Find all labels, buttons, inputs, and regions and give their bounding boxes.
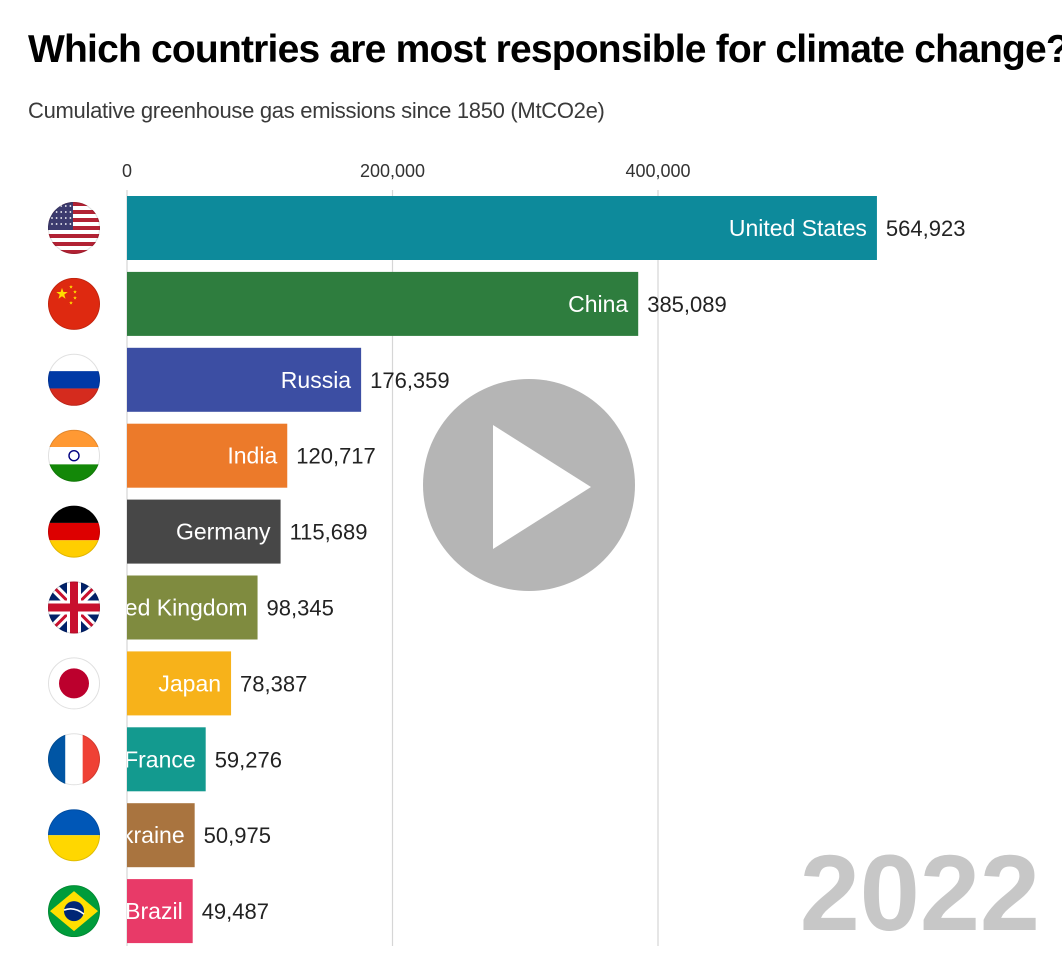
bar-value-label: 115,689 bbox=[290, 520, 368, 545]
bar-category-label: kraine bbox=[122, 822, 185, 848]
brazil-flag bbox=[48, 885, 100, 938]
bar-value-label: 120,717 bbox=[296, 444, 376, 469]
year-label: 2022 bbox=[800, 832, 1040, 953]
bar bbox=[127, 727, 206, 792]
bar bbox=[127, 879, 193, 944]
bar-value-label: 50,975 bbox=[204, 823, 271, 848]
bar-value-label: 564,923 bbox=[886, 216, 966, 241]
india-flag bbox=[48, 429, 100, 482]
bar-category-label: China bbox=[568, 291, 628, 317]
bar-group: China 385,089 bbox=[127, 271, 727, 336]
bar-value-label: 78,387 bbox=[240, 671, 307, 696]
bar-category-label: ted Kingdom bbox=[118, 595, 247, 621]
bar bbox=[127, 575, 258, 640]
bar-value-label: 98,345 bbox=[267, 596, 334, 621]
bar bbox=[127, 803, 195, 868]
bar-group: Japan 78,387 bbox=[127, 651, 307, 716]
bar-group: India 120,717 bbox=[127, 423, 376, 488]
bar-group: Brazil 49,487 bbox=[125, 879, 269, 944]
bar-group: France 59,276 bbox=[124, 727, 282, 792]
axis-tick-labels: 0 200,000 400,000 bbox=[122, 161, 691, 181]
flags bbox=[48, 202, 100, 938]
x-tick-label: 200,000 bbox=[360, 161, 425, 181]
bar-category-label: India bbox=[227, 443, 277, 469]
bar-category-label: Russia bbox=[281, 367, 352, 393]
bar-value-label: 385,089 bbox=[647, 292, 727, 317]
france-flag bbox=[48, 733, 100, 786]
bar bbox=[127, 271, 639, 336]
play-icon bbox=[493, 425, 591, 549]
bar-category-label: United States bbox=[729, 215, 867, 241]
bar-group: ted Kingdom 98,345 bbox=[118, 575, 334, 640]
chart-title: Which countries are most responsible for… bbox=[28, 28, 1062, 71]
bar-group: United States 564,923 bbox=[127, 196, 965, 260]
bar bbox=[127, 423, 288, 488]
bar-group: Germany 115,689 bbox=[127, 499, 368, 564]
united-kingdom-flag bbox=[48, 581, 100, 634]
bar-value-label: 59,276 bbox=[215, 747, 282, 772]
germany-flag bbox=[48, 505, 100, 558]
x-tick-label: 400,000 bbox=[625, 161, 690, 181]
x-tick-label: 0 bbox=[122, 161, 132, 181]
bar-group: kraine 50,975 bbox=[122, 803, 271, 868]
bars: United States 564,923 China 385,089 Russia 17… bbox=[118, 196, 965, 944]
bar bbox=[127, 347, 362, 412]
play-button[interactable] bbox=[423, 379, 635, 591]
china-flag bbox=[48, 277, 100, 330]
russia-flag bbox=[48, 353, 100, 406]
bar bbox=[127, 196, 877, 260]
bar-category-label: Brazil bbox=[125, 898, 183, 924]
chart-subtitle: Cumulative greenhouse gas emissions sinc… bbox=[28, 98, 605, 123]
bar bbox=[127, 651, 232, 716]
bar bbox=[127, 499, 281, 564]
bar-category-label: France bbox=[124, 746, 196, 772]
bar-category-label: Germany bbox=[176, 519, 271, 545]
bar-value-label: 49,487 bbox=[202, 899, 269, 924]
japan-flag bbox=[48, 657, 100, 710]
bar-category-label: Japan bbox=[158, 670, 221, 696]
bar-value-label: 176,359 bbox=[370, 368, 450, 393]
bar-group: Russia 176,359 bbox=[127, 347, 450, 412]
united-states-flag bbox=[48, 202, 100, 254]
